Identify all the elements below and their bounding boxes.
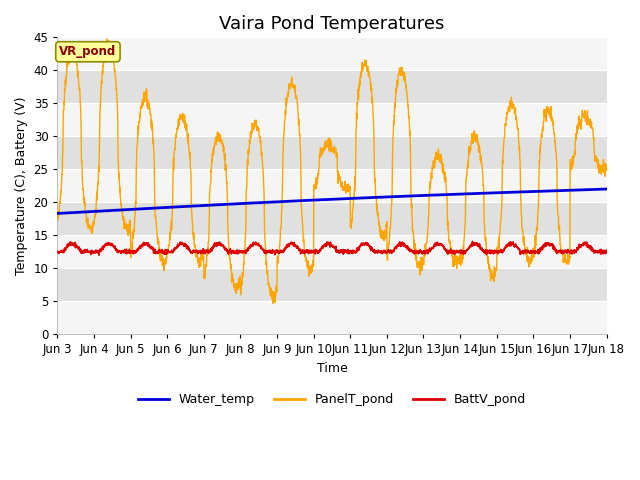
Title: Vaira Pond Temperatures: Vaira Pond Temperatures (220, 15, 445, 33)
Bar (58, 136, 607, 169)
Bar (58, 202, 607, 235)
X-axis label: Time: Time (317, 362, 348, 375)
Bar (58, 268, 607, 301)
Text: VR_pond: VR_pond (60, 45, 116, 58)
Bar (58, 70, 607, 103)
Bar (58, 4, 607, 37)
Y-axis label: Temperature (C), Battery (V): Temperature (C), Battery (V) (15, 96, 28, 275)
Legend: Water_temp, PanelT_pond, BattV_pond: Water_temp, PanelT_pond, BattV_pond (132, 388, 531, 411)
